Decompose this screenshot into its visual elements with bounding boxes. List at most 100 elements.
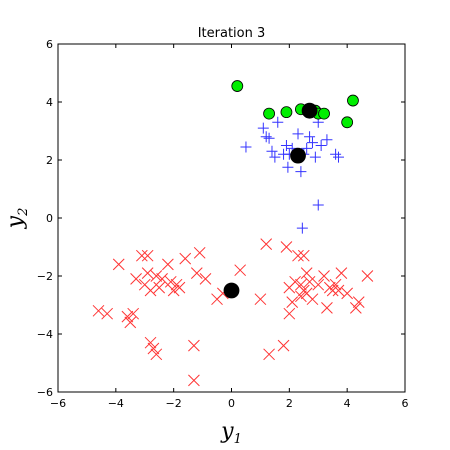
cluster-x-point: [92, 304, 105, 317]
x-axis-label: y1: [220, 419, 242, 447]
y-axis-label-sub: 2: [16, 208, 31, 217]
cluster-plus-point: [257, 122, 269, 134]
centroid-point: [301, 102, 318, 119]
cluster-plus-point: [292, 128, 304, 140]
cluster-x-point: [144, 336, 157, 349]
cluster-x-point: [190, 267, 203, 279]
x-tick-label: 2: [286, 397, 293, 410]
cluster-x-point: [260, 238, 273, 250]
cluster-plus-point: [263, 132, 275, 144]
cluster-x-point: [144, 284, 157, 297]
cluster-plus-point: [306, 137, 318, 149]
cluster-x-point: [124, 316, 137, 329]
cluster-x-point: [341, 287, 354, 300]
cluster-plus-point: [312, 199, 324, 211]
y-tick-label: −2: [37, 270, 53, 283]
cluster-x-point: [352, 296, 365, 308]
cluster-circle-point: [318, 107, 330, 120]
cluster-x-point: [332, 284, 345, 297]
x-axis-label-sub: 1: [234, 432, 242, 447]
cluster-x-point: [306, 293, 319, 306]
cluster-x-point: [179, 252, 192, 265]
x-tick-label: 6: [402, 397, 409, 410]
cluster-x-point: [173, 281, 186, 294]
cluster-plus-point: [330, 148, 342, 160]
cluster-x-point: [300, 267, 313, 279]
cluster-x-point: [130, 273, 142, 285]
centroid-point: [223, 282, 240, 299]
plot-marks: [92, 80, 374, 387]
cluster-plus-point: [296, 222, 308, 234]
cluster-plus-point: [304, 131, 316, 143]
centroid-point: [290, 147, 306, 164]
cluster-x-point: [141, 249, 154, 262]
x-tick-label: −4: [108, 397, 124, 410]
cluster-x-point: [188, 374, 200, 387]
cluster-x-point: [153, 281, 166, 294]
y-axis-label: y2: [3, 208, 31, 230]
cluster-x-point: [150, 270, 163, 282]
cluster-x-point: [280, 241, 293, 253]
cluster-plus-point: [309, 151, 321, 163]
cluster-plus-point: [269, 151, 281, 163]
cluster-x-point: [101, 307, 114, 320]
x-tick-label: 0: [228, 397, 235, 410]
cluster-x-point: [164, 275, 177, 288]
cluster-circle-point: [341, 116, 354, 129]
cluster-x-point: [136, 249, 148, 262]
cluster-x-point: [141, 267, 154, 279]
cluster-plus-point: [260, 131, 272, 143]
chart-title: Iteration 3: [198, 26, 266, 41]
cluster-x-point: [277, 339, 290, 352]
cluster-plus-point: [282, 161, 294, 173]
y-axis-label-base: y: [3, 215, 28, 229]
cluster-plus-point: [240, 141, 252, 153]
y-tick-label: −6: [37, 386, 53, 399]
cluster-x-point: [150, 348, 163, 361]
cluster-x-point: [335, 267, 348, 279]
cluster-plus-point: [332, 151, 344, 163]
cluster-x-point: [234, 264, 247, 277]
cluster-x-point: [318, 270, 330, 282]
cluster-x-point: [188, 339, 200, 352]
cluster-x-point: [329, 278, 342, 291]
cluster-x-point: [199, 273, 212, 285]
cluster-x-point: [283, 307, 296, 320]
y-tick-label: −4: [37, 328, 53, 341]
cluster-plus-point: [266, 145, 278, 157]
cluster-x-point: [263, 348, 275, 361]
cluster-circle-point: [231, 80, 244, 92]
cluster-x-point: [312, 278, 325, 291]
cluster-plus-point: [280, 140, 292, 151]
cluster-x-point: [295, 278, 307, 291]
cluster-plus-point: [301, 142, 313, 154]
y-tick-label: 0: [46, 212, 53, 225]
cluster-x-point: [121, 310, 134, 323]
cluster-circle-point: [263, 107, 275, 120]
cluster-x-point: [321, 302, 333, 314]
x-tick-label: 4: [344, 397, 351, 410]
cluster-x-point: [193, 246, 206, 259]
cluster-circle-point: [347, 94, 359, 107]
cluster-plus-point: [272, 116, 284, 128]
cluster-x-point: [254, 293, 267, 306]
cluster-plus-point: [321, 134, 333, 146]
cluster-x-point: [127, 307, 140, 320]
y-tick-label: 2: [46, 154, 53, 167]
x-tick-label: −6: [50, 397, 66, 410]
cluster-x-point: [147, 342, 160, 355]
cluster-x-point: [286, 296, 299, 308]
x-tick-label: −2: [166, 397, 182, 410]
y-tick-label: 6: [46, 38, 53, 51]
cluster-x-point: [297, 249, 310, 262]
cluster-x-point: [167, 284, 180, 297]
cluster-x-point: [361, 270, 374, 282]
cluster-x-point: [303, 275, 316, 288]
cluster-plus-point: [315, 140, 327, 151]
cluster-circle-point: [280, 106, 293, 119]
cluster-x-point: [349, 302, 362, 314]
x-axis-label-base: y: [220, 419, 234, 444]
cluster-x-point: [156, 273, 168, 285]
cluster-x-point: [112, 258, 125, 271]
